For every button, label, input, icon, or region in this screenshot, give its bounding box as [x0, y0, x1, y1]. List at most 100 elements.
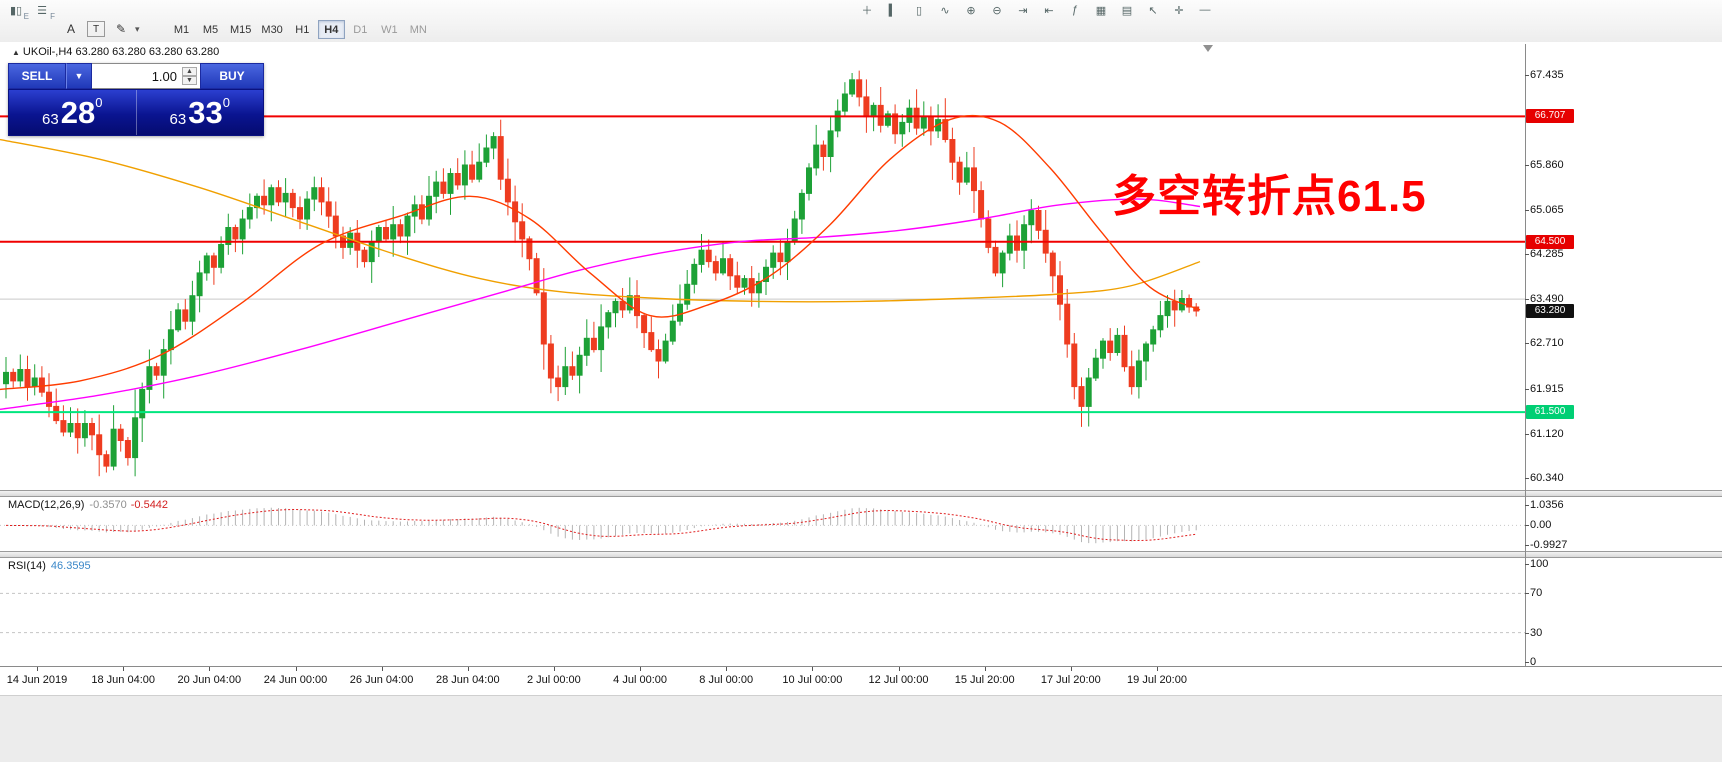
- bar-chart-icon[interactable]: ▍: [888, 4, 898, 17]
- font-tool-icon[interactable]: A: [66, 22, 75, 36]
- toolbar-right-icons: ＋ ▍ ▯ ∿ ⊕ ⊖ ⇥ ⇤ ƒ ▦ ▤ ↖ ✛ —: [855, 2, 1217, 18]
- rsi-name: RSI(14): [8, 560, 46, 572]
- chevron-down-icon[interactable]: ▾: [135, 23, 140, 34]
- price-badge-63.280: 63.280: [1526, 304, 1574, 318]
- panel-divider[interactable]: [0, 490, 1722, 497]
- sell-price-prefix: 63: [42, 111, 59, 128]
- horizontal-line-icon[interactable]: —: [1199, 4, 1211, 16]
- time-tick: [209, 667, 211, 671]
- buy-price-display[interactable]: 63 33 0: [135, 90, 264, 135]
- timeframe-h4[interactable]: H4: [317, 20, 345, 39]
- indicators-toolbar-icon[interactable]: ☰ F: [37, 4, 55, 22]
- time-axis-label: 12 Jul 00:00: [868, 674, 929, 686]
- price-axis-label: 64.285: [1530, 248, 1564, 260]
- auto-scroll-icon[interactable]: ⇥: [1018, 4, 1028, 17]
- rsi-axis-label: 30: [1530, 627, 1543, 639]
- price-axis-label: 62.710: [1530, 337, 1564, 349]
- time-tick: [984, 667, 986, 671]
- price-axis-label: 60.340: [1530, 472, 1564, 484]
- time-axis-label: 24 Jun 00:00: [263, 674, 328, 686]
- cursor-icon[interactable]: ↖: [1148, 4, 1158, 17]
- time-axis-label: 2 Jul 00:00: [526, 674, 581, 686]
- volume-input[interactable]: 1.00 ▲ ▼: [92, 63, 200, 89]
- time-axis[interactable]: 14 Jun 2019 18 Jun 04:00 20 Jun 04:00 24 Ju…: [0, 666, 1722, 696]
- axis-tick: [1525, 343, 1529, 344]
- zoom-in-icon[interactable]: ⊕: [966, 4, 976, 17]
- time-tick: [640, 667, 642, 671]
- periods-icon[interactable]: ▦: [1095, 4, 1107, 17]
- sell-price-big: 28: [60, 95, 96, 130]
- timeframe-m15[interactable]: M15: [226, 20, 255, 39]
- axis-tick: [1525, 389, 1529, 390]
- chart-annotation-text[interactable]: 多空转折点61.5: [1112, 172, 1427, 221]
- macd-value-signal: -0.5442: [130, 499, 169, 511]
- volume-stepper[interactable]: ▲ ▼: [182, 67, 197, 85]
- crosshair-icon[interactable]: ✛: [1174, 4, 1184, 17]
- time-axis-label: 4 Jul 00:00: [613, 674, 668, 686]
- ma-slow-orange: [0, 138, 1201, 303]
- sell-button[interactable]: SELL: [8, 63, 66, 89]
- new-order-icon[interactable]: ＋: [861, 5, 873, 17]
- toolbar-draw-tools: A T ✎ ▾: [60, 20, 140, 38]
- candlestick-chart-icon[interactable]: ▯: [915, 4, 923, 17]
- timeframe-m30[interactable]: M30: [257, 20, 286, 39]
- one-click-trading-panel: SELL ▼ 1.00 ▲ ▼ BUY 63 28 0 63 33 0: [8, 63, 264, 136]
- chart-window-background: [0, 42, 1722, 695]
- zoom-out-icon[interactable]: ⊖: [992, 4, 1002, 17]
- time-tick: [467, 667, 469, 671]
- charts-toolbar-icon[interactable]: ▮▯ E: [9, 4, 29, 22]
- buy-price-sup: 0: [222, 95, 230, 110]
- macd-axis-label: 1.0356: [1530, 499, 1564, 511]
- sell-price-sup: 0: [95, 95, 103, 110]
- axis-tick: [1525, 545, 1529, 546]
- time-axis-label: 17 Jul 20:00: [1040, 674, 1101, 686]
- panel-divider-2[interactable]: [0, 551, 1722, 558]
- price-axis-label: 61.120: [1530, 428, 1564, 440]
- axis-tick: [1525, 662, 1529, 663]
- templates-icon[interactable]: ▤: [1121, 4, 1133, 17]
- rsi-panel-canvas[interactable]: [0, 558, 1722, 666]
- sell-price-display[interactable]: 63 28 0: [9, 90, 136, 135]
- time-tick: [381, 667, 383, 671]
- line-chart-icon[interactable]: ∿: [940, 4, 950, 17]
- time-tick: [123, 667, 125, 671]
- time-axis-label: 8 Jul 00:00: [699, 674, 754, 686]
- axis-tick: [1525, 210, 1529, 211]
- spin-down-icon[interactable]: ▼: [182, 76, 197, 85]
- timeframe-d1[interactable]: D1: [347, 20, 374, 39]
- chart-shift-marker[interactable]: [1203, 45, 1213, 52]
- timeframe-m1[interactable]: M1: [168, 20, 195, 39]
- buy-button[interactable]: BUY: [200, 63, 264, 89]
- axis-tick: [1525, 593, 1529, 594]
- axis-tick: [1525, 525, 1529, 526]
- price-chart-canvas[interactable]: [0, 44, 1722, 490]
- toolbar-left-icons: ▮▯ E ☰ F: [4, 2, 55, 22]
- time-axis-label: 26 Jun 04:00: [349, 674, 414, 686]
- axis-tick: [1525, 478, 1529, 479]
- macd-value-main: -0.3570: [89, 499, 127, 511]
- axis-tick: [1525, 299, 1529, 300]
- buy-price-big: 33: [188, 95, 223, 130]
- text-label-tool-icon[interactable]: T: [87, 21, 105, 37]
- axis-tick: [1525, 505, 1529, 506]
- price-badge-64.500: 64.500: [1526, 235, 1574, 249]
- chart-shift-icon[interactable]: ⇤: [1044, 4, 1054, 17]
- chart-marker-icon: ▲: [12, 48, 20, 57]
- spin-up-icon[interactable]: ▲: [182, 67, 197, 76]
- time-axis-label: 14 Jun 2019: [6, 674, 68, 686]
- timeframe-h1[interactable]: H1: [289, 20, 316, 39]
- indicators-icon[interactable]: ƒ: [1071, 4, 1079, 16]
- timeframe-w1[interactable]: W1: [376, 20, 403, 39]
- price-axis-label: 65.065: [1530, 204, 1564, 216]
- timeframe-mn[interactable]: MN: [405, 20, 432, 39]
- macd-panel-canvas[interactable]: [0, 497, 1722, 551]
- time-tick: [1070, 667, 1072, 671]
- rsi-axis-label: 0: [1530, 656, 1537, 668]
- timeframe-m5[interactable]: M5: [197, 20, 224, 39]
- draw-style-tool-icon[interactable]: ✎: [115, 22, 127, 36]
- axis-tick: [1525, 75, 1529, 76]
- order-options-dropdown[interactable]: ▼: [66, 63, 92, 89]
- buy-price-prefix: 63: [169, 111, 187, 128]
- time-tick: [1157, 667, 1158, 671]
